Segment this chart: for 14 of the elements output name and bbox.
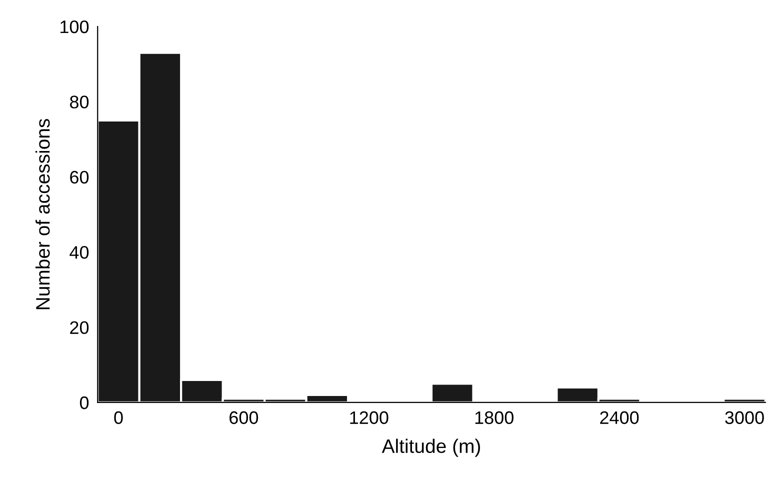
y-tick-label: 80 bbox=[70, 96, 89, 108]
x-tick-label: 600 bbox=[230, 411, 258, 424]
x-axis-title: Altitude (m) bbox=[382, 438, 480, 457]
y-tick-label: 20 bbox=[70, 321, 89, 334]
y-axis-title: Number of accessions bbox=[35, 119, 50, 310]
y-tick-label: 40 bbox=[70, 246, 89, 259]
x-tick-label: 1800 bbox=[475, 411, 514, 424]
y-tick-label: 0 bbox=[80, 396, 89, 410]
x-tick-label: 3000 bbox=[725, 411, 764, 424]
x-tick-label: 1200 bbox=[350, 411, 388, 424]
y-tick-label: 60 bbox=[70, 170, 89, 184]
x-tick-label: 2400 bbox=[600, 411, 639, 424]
x-tick-label: 0 bbox=[114, 411, 123, 424]
y-tick-label: 100 bbox=[60, 20, 89, 34]
